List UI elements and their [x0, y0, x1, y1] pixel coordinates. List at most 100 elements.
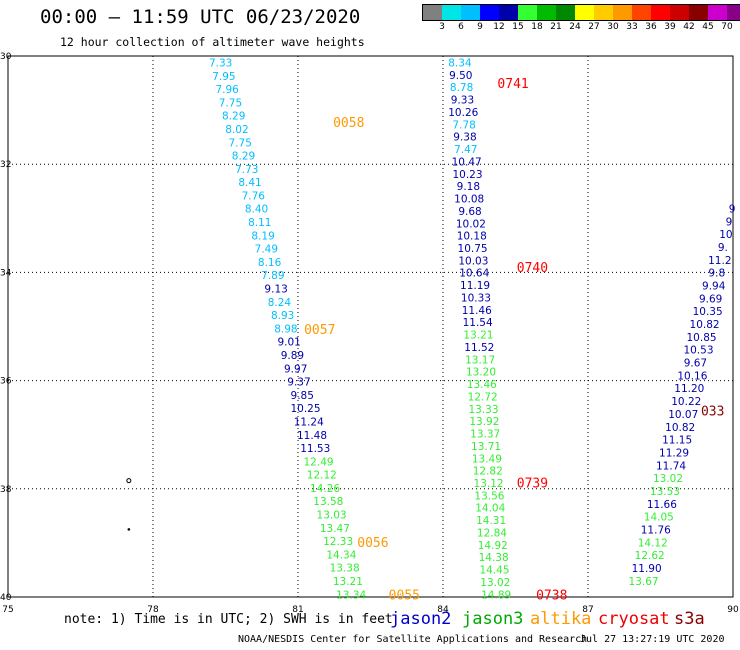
lat-tick-label: 30 [0, 52, 12, 62]
swh-value: 13.56 [474, 490, 504, 502]
swh-value: 9.13 [264, 284, 287, 296]
swh-value: 14.31 [476, 515, 506, 527]
swh-value: 14.38 [479, 552, 509, 564]
swh-value: 11.19 [460, 280, 490, 292]
swh-value: 13.38 [330, 563, 360, 575]
swh-value: 9.8 [708, 268, 725, 280]
swh-value: 10.82 [665, 422, 695, 434]
legend-swatch [537, 5, 556, 20]
swh-value: 11.20 [674, 383, 704, 395]
swh-value: 9.85 [291, 390, 314, 402]
swh-value: 9.33 [451, 95, 474, 107]
legend-label: 42 [683, 22, 695, 32]
legend-label: 18 [531, 22, 543, 32]
swh-value: 10.75 [458, 243, 488, 255]
swh-value: 7.49 [255, 244, 278, 256]
swh-value: 13.20 [466, 367, 496, 379]
swh-value: 13.58 [313, 496, 343, 508]
swh-value: 13.21 [463, 330, 493, 342]
swh-value: 13.34 [336, 589, 366, 601]
satellite-altika: altika [530, 609, 592, 629]
swh-value: 9 [729, 204, 736, 216]
pass-time-label: 0739 [517, 476, 548, 491]
chart-title: 00:00 — 11:59 UTC 06/23/2020 [40, 6, 361, 28]
legend-swatch [518, 5, 537, 20]
lat-tick-label: 38 [0, 485, 12, 495]
footer-credit: NOAA/NESDIS Center for Satellite Applica… [238, 634, 588, 645]
satellite-s3a: s3a [674, 609, 705, 629]
legend-swatch [594, 5, 613, 20]
swh-value: 13.53 [650, 486, 680, 498]
swh-value: 11.2 [708, 255, 731, 267]
swh-value: 13.03 [317, 510, 347, 522]
legend-label: 30 [607, 22, 619, 32]
swh-value: 12.84 [477, 527, 507, 539]
lon-tick-label: 81 [292, 605, 303, 615]
swh-value: 11.66 [647, 499, 677, 511]
swh-value: 13.71 [471, 441, 501, 453]
swh-value: 10.85 [687, 332, 717, 344]
swh-value: 13.02 [653, 473, 683, 485]
swh-value: 10.53 [683, 345, 713, 357]
legend-swatch [613, 5, 632, 20]
swh-value: 11.76 [641, 524, 671, 536]
legend-label: 45 [702, 22, 714, 32]
legend-label: 6 [458, 22, 464, 32]
swh-value: 8.41 [238, 177, 261, 189]
swh-value: 14.92 [478, 540, 508, 552]
footer-timestamp: Jul 27 13:27:19 UTC 2020 [580, 634, 725, 645]
satellite-cryosat: cryosat [598, 609, 670, 629]
swh-value: 9.97 [284, 363, 307, 375]
swh-value: 13.47 [320, 523, 350, 535]
swh-value: 8.29 [222, 111, 245, 123]
swh-value: 8.16 [258, 257, 282, 269]
color-legend [422, 4, 740, 21]
pass-time-label: 0056 [357, 536, 388, 551]
swh-value: 14.05 [644, 512, 674, 524]
swh-value: 11.29 [659, 447, 689, 459]
swh-value: 7.78 [452, 119, 475, 131]
station-marker [127, 528, 131, 531]
swh-value: 9. [718, 242, 728, 254]
swh-value: 7.47 [454, 144, 477, 156]
swh-value: 14.34 [326, 549, 356, 561]
swh-value: 12.82 [473, 466, 503, 478]
swh-value: 10.16 [677, 370, 707, 382]
swh-value: 14.45 [479, 565, 509, 577]
swh-value: 10.82 [690, 319, 720, 331]
swh-value: 10.03 [458, 255, 488, 267]
pass-time-label: 0741 [497, 77, 528, 92]
legend-swatch [556, 5, 575, 20]
swh-value: 8.02 [225, 124, 248, 136]
swh-value: 9.18 [457, 181, 480, 193]
lat-tick-label: 32 [0, 160, 11, 170]
swh-value: 13.92 [469, 416, 499, 428]
swh-value: 8.19 [251, 230, 274, 242]
swh-value: 9.69 [699, 293, 722, 305]
footer-note: note: 1) Time is in UTC; 2) SWH is in fe… [64, 612, 393, 627]
pass-time-label: 033 [701, 404, 724, 419]
swh-value: 7.73 [235, 164, 258, 176]
swh-value: 8.11 [248, 217, 271, 229]
swh-value: 11.15 [662, 435, 692, 447]
legend-label: 12 [493, 22, 505, 32]
lon-tick-label: 84 [437, 605, 449, 615]
swh-value: 14.26 [310, 483, 340, 495]
lat-tick-label: 36 [0, 377, 12, 387]
swh-value: 7.96 [215, 84, 239, 96]
legend-swatch [575, 5, 594, 20]
legend-label: 33 [626, 22, 638, 32]
legend-label: 3 [439, 22, 445, 32]
swh-value: 10.47 [452, 156, 482, 168]
swh-value: 9.68 [458, 206, 481, 218]
legend-label: 36 [645, 22, 657, 32]
swh-value: 9.38 [453, 132, 476, 144]
swh-value: 10.07 [668, 409, 698, 421]
swh-value: 9.01 [277, 337, 300, 349]
legend-swatch [442, 5, 461, 20]
pass-time-label: 0055 [389, 588, 420, 603]
legend-swatch [423, 5, 442, 20]
swh-value: 9.50 [449, 70, 472, 82]
swh-value: 12.12 [307, 470, 337, 482]
swh-value: 11.48 [297, 430, 327, 442]
